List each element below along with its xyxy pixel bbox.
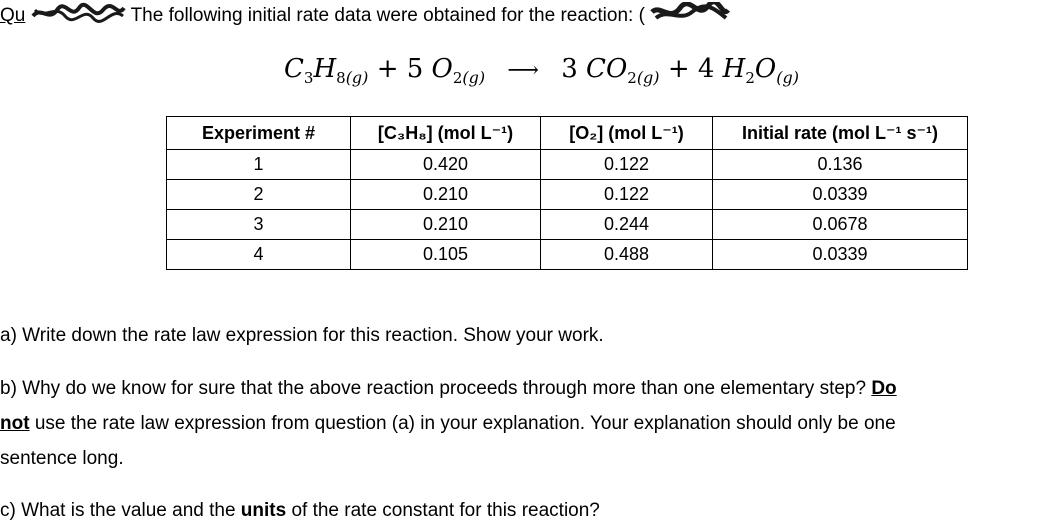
cell-rate: 0.0339 (712, 179, 968, 210)
eq-h-sub: 8 (336, 69, 346, 88)
eq-phase-4: (g) (776, 68, 799, 87)
cell-rate: 0.0678 (712, 209, 968, 240)
question-b: b) Why do we know for sure that the abov… (0, 371, 1050, 476)
cell-c3h8: 0.420 (350, 149, 541, 180)
eq-plus-2: + 4 (667, 54, 715, 84)
question-c-bold-units: units (240, 500, 287, 521)
header-experiment: Experiment # (166, 116, 351, 150)
cell-exp: 4 (166, 239, 351, 270)
intro-text: The following initial rate data were obt… (130, 5, 645, 27)
table-row: 4 0.105 0.488 0.0339 (166, 239, 968, 270)
question-b-bold-not: not (0, 413, 30, 434)
eq-o-sub: 2 (452, 69, 463, 88)
eq-phase-1: (g) (345, 68, 369, 87)
cell-exp: 1 (166, 149, 351, 180)
eq-co: CO (586, 54, 628, 84)
question-label: Qu (0, 5, 26, 27)
eq-arrow: ⟶ (507, 58, 539, 83)
eq-o2: O (754, 54, 777, 84)
cell-c3h8: 0.210 (350, 209, 541, 240)
question-b-text-2: use the rate law expression from questio… (29, 413, 896, 434)
cell-o2: 0.244 (540, 209, 713, 240)
question-c-text-1: c) What is the value and the (0, 500, 241, 521)
redaction-scribble-left (31, 2, 126, 30)
rate-data-table: Experiment # [C₃H₈] (mol L⁻¹) [O₂] (mol … (166, 116, 968, 270)
cell-o2: 0.488 (540, 239, 713, 270)
eq-h: H (313, 54, 337, 84)
question-a: a) Write down the rate law expression fo… (0, 325, 604, 346)
reaction-equation: C3H8(g) + 5 O2(g) ⟶ 3 CO2(g) + 4 H2O(g) (284, 54, 799, 87)
eq-c-sub: 3 (303, 69, 314, 88)
header-rate: Initial rate (mol L⁻¹ s⁻¹) (712, 116, 968, 150)
question-c-text-2: of the rate constant for this reaction? (286, 500, 600, 521)
table-header-row: Experiment # [C₃H₈] (mol L⁻¹) [O₂] (mol … (166, 116, 968, 150)
cell-c3h8: 0.210 (350, 179, 541, 210)
eq-phase-2: (g) (462, 68, 486, 87)
eq-h2-sub: 2 (745, 69, 755, 88)
header-o2: [O₂] (mol L⁻¹) (540, 116, 713, 150)
intro-line: Qu The following initial rate data were … (0, 0, 731, 30)
header-c3h8: [C₃H₈] (mol L⁻¹) (350, 116, 541, 150)
cell-o2: 0.122 (540, 149, 713, 180)
eq-co-sub: 2 (627, 69, 637, 88)
cell-rate: 0.0339 (712, 239, 968, 270)
question-c: c) What is the value and the units of th… (0, 493, 600, 528)
table-row: 3 0.210 0.244 0.0678 (166, 209, 968, 240)
question-b-bold-do: Do (871, 378, 897, 399)
question-b-text-1: b) Why do we know for sure that the abov… (0, 378, 872, 399)
eq-h2: H (722, 54, 746, 84)
eq-phase-3: (g) (636, 68, 660, 87)
eq-o: O (431, 54, 453, 84)
table-row: 1 0.420 0.122 0.136 (166, 149, 968, 180)
redaction-scribble-right (650, 0, 731, 30)
cell-c3h8: 0.105 (350, 239, 541, 270)
cell-exp: 2 (166, 179, 351, 210)
cell-rate: 0.136 (712, 149, 968, 180)
table-row: 2 0.210 0.122 0.0339 (166, 179, 968, 210)
eq-c: C (284, 54, 304, 84)
cell-exp: 3 (166, 209, 351, 240)
question-b-text-3: sentence long. (0, 448, 124, 469)
eq-coef-3: 3 (561, 54, 578, 84)
eq-plus-1: + 5 (376, 54, 424, 84)
cell-o2: 0.122 (540, 179, 713, 210)
